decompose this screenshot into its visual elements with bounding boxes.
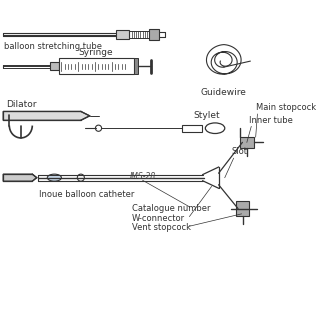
FancyBboxPatch shape [116,30,129,39]
Text: Dilator: Dilator [6,100,36,109]
FancyBboxPatch shape [134,59,138,74]
FancyBboxPatch shape [240,137,254,148]
Text: Main stopcock: Main stopcock [256,103,316,112]
Polygon shape [3,174,37,181]
FancyBboxPatch shape [50,62,59,70]
Text: Guidewire: Guidewire [201,88,247,97]
Text: Inner tube: Inner tube [250,116,293,125]
FancyBboxPatch shape [182,125,202,132]
Text: IMS-28: IMS-28 [130,172,156,181]
Ellipse shape [205,123,225,133]
Circle shape [77,174,84,181]
Text: Syringe: Syringe [78,48,113,57]
Circle shape [95,125,102,131]
Text: W-connector: W-connector [132,214,185,223]
Text: Catalogue number: Catalogue number [132,204,211,213]
Ellipse shape [47,174,61,181]
Polygon shape [3,111,90,120]
Text: Inoue balloon catheter: Inoue balloon catheter [39,190,135,199]
Text: Slot: Slot [232,148,248,156]
FancyBboxPatch shape [149,29,159,40]
FancyBboxPatch shape [236,202,249,216]
Text: Vent stopcock: Vent stopcock [132,223,191,233]
Text: balloon stretching tube: balloon stretching tube [4,42,102,51]
Text: Stylet: Stylet [194,111,220,120]
FancyBboxPatch shape [59,59,134,74]
